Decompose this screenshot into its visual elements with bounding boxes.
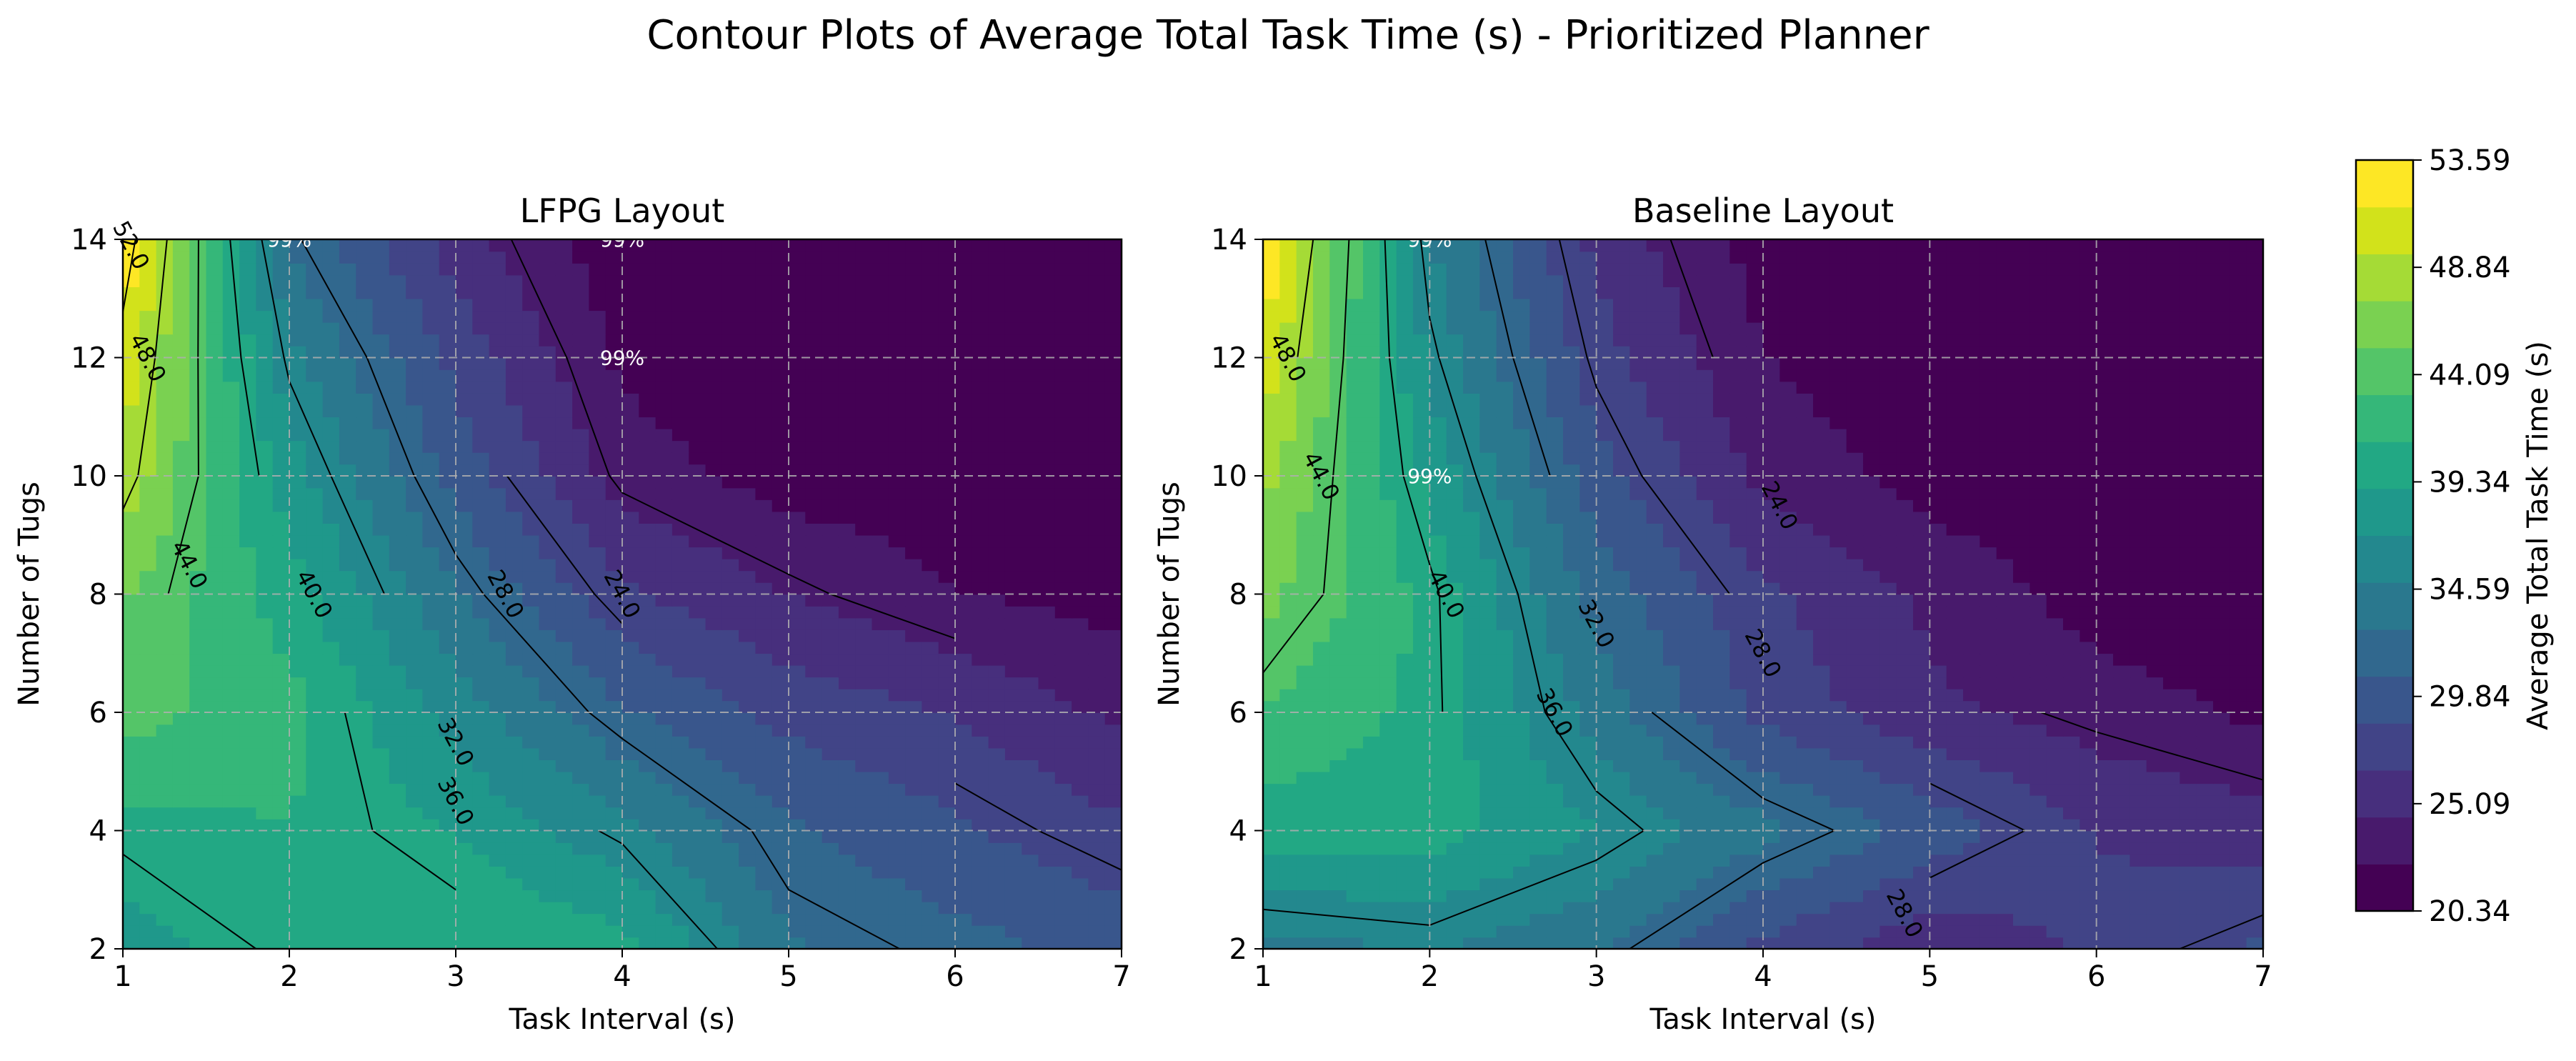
lfpg-contour-panel: 24.028.032.036.040.044.048.052.0 99% 99%99…: [13, 191, 1131, 1036]
colorbar-tick-label: 34.59: [2429, 574, 2511, 607]
baseline-contour-line-36: [1262, 239, 1644, 926]
y-tick-label: 8: [89, 579, 107, 612]
y-tick-label: 10: [1211, 460, 1247, 493]
colorbar-segment: [2356, 723, 2413, 771]
colorbar-tick-label: 25.09: [2429, 788, 2511, 821]
colorbar-segment: [2356, 301, 2413, 349]
lfpg-ylabel: Number of Tugs: [13, 482, 46, 707]
x-tick-label: 5: [1921, 960, 1939, 993]
y-tick-label: 12: [1211, 342, 1247, 375]
colorbar-tick-label: 53.59: [2429, 144, 2511, 177]
colorbar-tick-label: 44.09: [2429, 359, 2511, 392]
colorbar-segment: [2356, 442, 2413, 489]
x-tick-label: 6: [2087, 960, 2105, 993]
percent-annotation: 99%: [600, 347, 644, 370]
baseline-ylabel: Number of Tugs: [1153, 482, 1186, 707]
lfpg-xlabel: Task Interval (s): [509, 1003, 736, 1036]
lfpg-filled-contours: [123, 239, 1122, 950]
percent-annotation: 99%: [1407, 464, 1452, 488]
colorbar-segment: [2356, 488, 2413, 537]
x-tick-label: 1: [114, 960, 131, 993]
colorbar-segment: [2356, 629, 2413, 677]
lfpg-contour-lines: [122, 239, 1122, 950]
y-tick-label: 10: [71, 460, 107, 493]
x-tick-label: 7: [2254, 960, 2272, 993]
colorbar-tick-label: 20.34: [2429, 895, 2511, 928]
lfpg-contour-line-52: [122, 239, 136, 312]
x-tick-label: 2: [1421, 960, 1439, 993]
baseline-contour-line-32: [1484, 239, 1835, 950]
baseline-contour-line-48: [1297, 239, 1314, 358]
colorbar-segment: [2356, 676, 2413, 724]
x-tick-label: 5: [779, 960, 797, 993]
x-tick-label: 7: [1112, 960, 1130, 993]
x-tick-label: 2: [280, 960, 298, 993]
y-tick-label: 14: [1211, 224, 1247, 256]
y-tick-label: 12: [71, 342, 107, 375]
colorbar-segment: [2356, 864, 2413, 912]
colorbar-segment: [2356, 582, 2413, 630]
baseline-filled-contours: [1263, 239, 2264, 950]
colorbar-tick-label: 29.84: [2429, 681, 2511, 714]
colorbar-tick-label: 48.84: [2429, 251, 2511, 284]
baseline-xlabel: Task Interval (s): [1649, 1003, 1877, 1036]
baseline-contour-lines: [1262, 239, 2264, 950]
lfpg-contour-line-44: [167, 239, 199, 594]
figure-title: Contour Plots of Average Total Task Time…: [647, 12, 1929, 59]
baseline-contour-line-28: [1558, 239, 2264, 950]
lfpg-contour-line-40: [122, 239, 456, 950]
baseline-contour-line-40: [1384, 239, 1444, 713]
y-tick-label: 6: [89, 697, 107, 729]
y-tick-label: 2: [89, 933, 107, 966]
lfpg-contour-line-48: [122, 239, 168, 510]
x-tick-label: 4: [1754, 960, 1772, 993]
y-tick-label: 4: [1229, 815, 1247, 848]
lfpg-contour-line-28: [506, 475, 1122, 871]
x-tick-label: 3: [446, 960, 464, 993]
x-tick-label: 1: [1254, 960, 1272, 993]
x-tick-label: 4: [613, 960, 631, 993]
lfpg-title: LFPG Layout: [520, 191, 724, 230]
colorbar-segment: [2356, 206, 2413, 254]
colorbar-segment: [2356, 347, 2413, 396]
colorbar-tick-label: 39.34: [2429, 466, 2511, 499]
baseline-contour-line-24: [1669, 239, 2264, 781]
y-tick-label: 14: [71, 224, 107, 256]
colorbar-segment: [2356, 254, 2413, 302]
lfpg-contour-line-24: [510, 239, 956, 639]
baseline-contour-panel: 24.028.028.032.036.040.044.048.099%99%1 2…: [1153, 191, 2272, 1036]
colorbar-segment: [2356, 769, 2413, 818]
baseline-contour-line-44: [1262, 239, 1350, 674]
colorbar-segment: [2356, 160, 2413, 208]
lfpg-contour-line-36: [261, 239, 718, 950]
baseline-title: Baseline Layout: [1632, 191, 1894, 230]
colorbar-segment: [2356, 394, 2413, 442]
y-tick-label: 6: [1229, 697, 1247, 729]
lfpg-contour-line-32: [300, 239, 900, 950]
colorbar-label: Average Total Task Time (s): [2522, 341, 2555, 730]
y-tick-label: 8: [1229, 579, 1247, 612]
y-tick-label: 4: [89, 815, 107, 848]
colorbar: 20.34 25.09 29.84 34.59 39.34 44.09 48.84 53.59…: [2355, 144, 2555, 928]
x-tick-label: 6: [946, 960, 964, 993]
colorbar-segment: [2356, 535, 2413, 583]
x-tick-label: 3: [1587, 960, 1605, 993]
y-tick-label: 2: [1229, 933, 1247, 966]
colorbar-segment: [2356, 817, 2413, 865]
colorbar-frame: [2355, 159, 2415, 912]
